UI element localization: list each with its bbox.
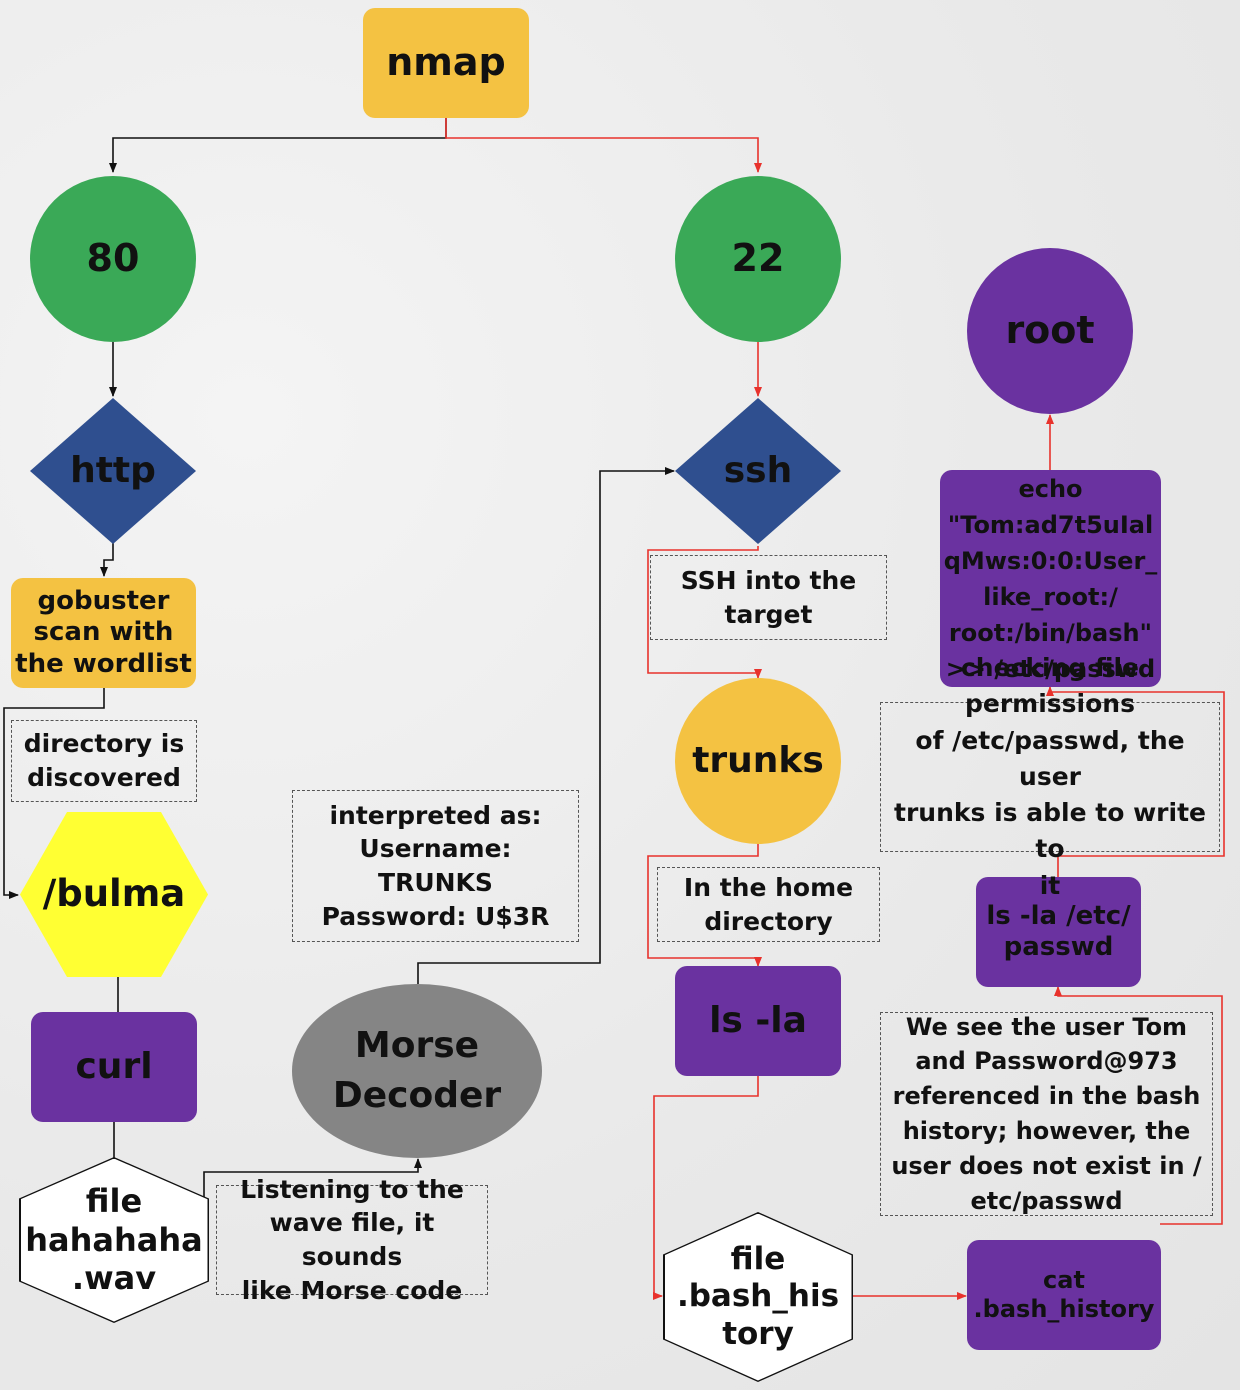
bash-history-file-label: file .bash_his tory xyxy=(676,1241,840,1352)
ls-la-node: ls -la xyxy=(675,966,841,1076)
ls-la-passwd-node: ls -la /etc/ passwd xyxy=(976,877,1141,987)
note-ssh-into-target: SSH into the target xyxy=(650,555,887,640)
ls-la-passwd-label: ls -la /etc/ passwd xyxy=(986,900,1131,962)
curl-node: curl xyxy=(31,1012,197,1122)
root-label: root xyxy=(1005,308,1095,353)
nmap-node: nmap xyxy=(363,8,529,118)
edge-nmap-80 xyxy=(109,118,447,173)
ssh-label: ssh xyxy=(723,450,793,492)
http-label: http xyxy=(70,450,156,492)
cat-bash-history-label: cat .bash_history xyxy=(973,1266,1155,1323)
bash-history-file-node: file .bash_his tory xyxy=(663,1212,853,1382)
gobuster-label: gobuster scan with the wordlist xyxy=(15,586,192,679)
trunks-label: trunks xyxy=(692,740,824,782)
edge-lspasswd-echo xyxy=(1046,686,1225,877)
note-checking-permissions: checking file permissions of /etc/passwd… xyxy=(880,653,1220,900)
morse-decoder-label: Morse Decoder xyxy=(332,1024,502,1116)
bulma-label: /bulma xyxy=(42,872,186,916)
bash-history-file-inner: file .bash_his tory xyxy=(664,1213,852,1381)
root-node: root xyxy=(967,248,1133,414)
edge-lsla-bashfile xyxy=(653,1076,759,1300)
gobuster-node: gobuster scan with the wordlist xyxy=(11,578,196,688)
port-80-node: 80 xyxy=(30,176,196,342)
morse-decoder-node: Morse Decoder xyxy=(292,984,542,1158)
edge-gobuster-bulma xyxy=(3,688,105,899)
edge-trunks-lsla xyxy=(647,842,762,967)
edge-http-gobuster xyxy=(100,543,114,577)
cat-bash-history-node: cat .bash_history xyxy=(967,1240,1161,1350)
wav-file-label: file hahahaha .wav xyxy=(25,1182,203,1298)
edge-ssh-trunks xyxy=(647,546,762,679)
ls-la-label: ls -la xyxy=(709,1000,807,1042)
note-listening: Listening to the wave file, it sounds li… xyxy=(216,1175,488,1305)
note-home-directory: In the home directory xyxy=(657,867,880,942)
edge-nmap-22 xyxy=(445,118,762,173)
note-interpreted-as: interpreted as: Username: TRUNKS Passwor… xyxy=(292,790,579,942)
nmap-label: nmap xyxy=(386,40,506,85)
echo-node: echo "Tom:ad7t5uIal qMws:0:0:User_ like_… xyxy=(940,470,1161,687)
trunks-node: trunks xyxy=(675,678,841,844)
note-we-see-tom: We see the user Tom and Password@973 ref… xyxy=(880,1012,1213,1216)
edge-cat-lspasswd xyxy=(1054,986,1223,1225)
curl-label: curl xyxy=(75,1046,153,1088)
port-80-label: 80 xyxy=(86,236,140,281)
port-22-node: 22 xyxy=(675,176,841,342)
edge-morse-ssh xyxy=(417,467,675,984)
echo-label: echo "Tom:ad7t5uIal qMws:0:0:User_ like_… xyxy=(943,474,1158,683)
note-directory-discovered: directory is discovered xyxy=(11,720,197,802)
port-22-label: 22 xyxy=(731,236,785,281)
